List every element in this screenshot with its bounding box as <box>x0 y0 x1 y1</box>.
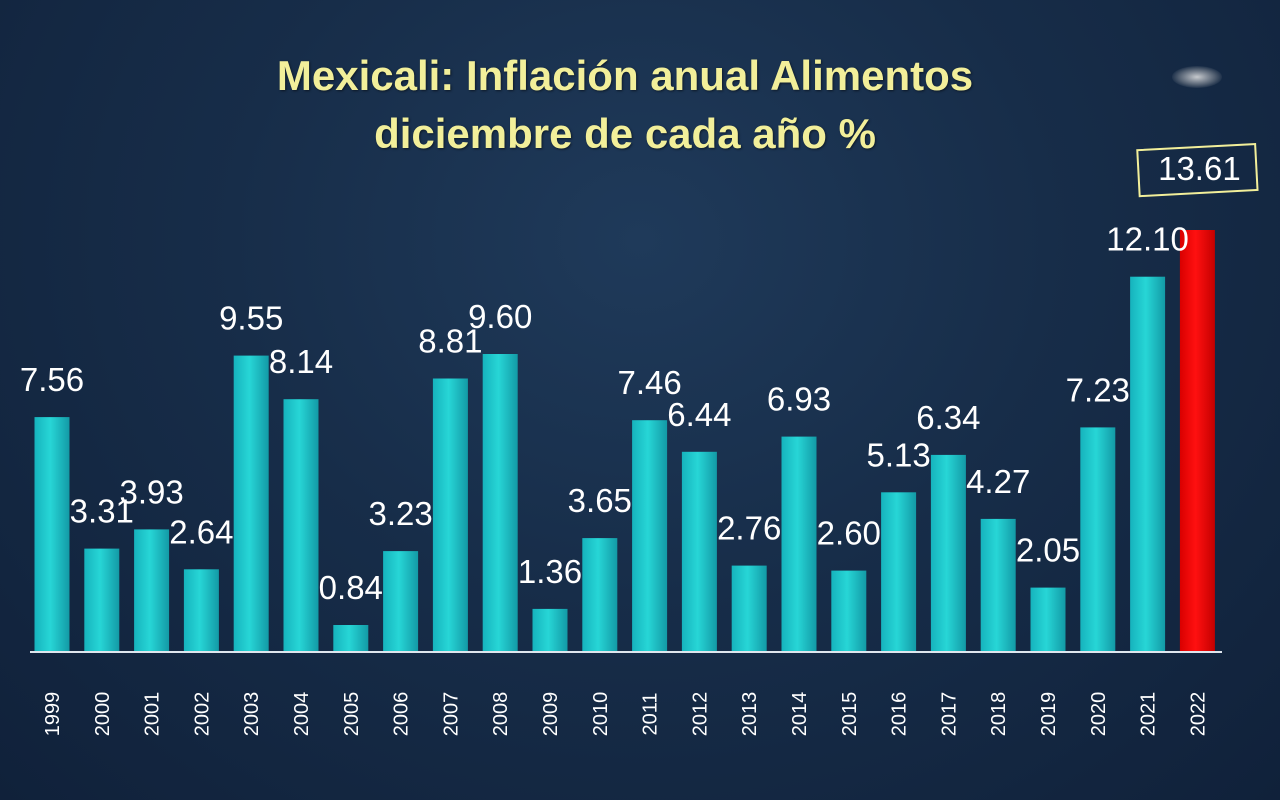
value-label-2004: 8.14 <box>269 343 333 380</box>
x-tick-label-2010: 2010 <box>590 692 612 737</box>
chart-title-line2: diciembre de cada año % <box>374 110 876 157</box>
value-label-2021: 12.10 <box>1106 221 1189 258</box>
bar-2017 <box>930 454 966 651</box>
highlight-label-box <box>1136 142 1259 198</box>
bar-2006 <box>383 551 419 651</box>
bar-2005 <box>333 625 369 651</box>
bar-2019 <box>1030 587 1066 651</box>
x-tick-label-2022: 2022 <box>1187 692 1209 737</box>
value-label-2018: 4.27 <box>966 463 1030 500</box>
bar-2022 <box>1179 230 1215 651</box>
x-tick-label-2011: 2011 <box>640 692 662 735</box>
chart-title-line1: Mexicali: Inflación anual Alimentos <box>276 52 974 99</box>
value-label-2003: 9.55 <box>219 300 283 337</box>
value-label-2005: 0.84 <box>319 569 383 606</box>
value-label-2001: 3.93 <box>119 473 183 510</box>
decorative-glow <box>1172 66 1222 88</box>
value-label-2016: 5.13 <box>866 436 930 473</box>
bar-2004 <box>283 399 319 651</box>
x-tick-label-2002: 2002 <box>191 692 213 737</box>
value-label-2002: 2.64 <box>169 513 233 550</box>
bar-2015 <box>831 570 867 651</box>
x-tick-label-2019: 2019 <box>1038 692 1060 737</box>
x-tick-label-2004: 2004 <box>291 692 313 737</box>
value-label-2013: 2.76 <box>717 510 781 547</box>
value-label-2009: 1.36 <box>518 553 582 590</box>
bar-2007 <box>432 378 468 651</box>
x-tick-label-2014: 2014 <box>789 692 811 737</box>
x-tick-label-2015: 2015 <box>839 692 861 737</box>
x-tick-label-2021: 2021 <box>1138 692 1160 737</box>
bar-1999 <box>34 417 70 651</box>
x-tick-label-2020: 2020 <box>1088 692 1110 737</box>
x-tick-labels-group: 1999 2000 2001 2002 2003 2004 2005 2006 2007 2008… <box>42 692 1209 737</box>
x-tick-label-2005: 2005 <box>341 692 363 737</box>
x-tick-label-2001: 2001 <box>142 692 164 737</box>
value-label-2014: 6.93 <box>767 381 831 418</box>
value-label-2007: 8.81 <box>418 322 482 359</box>
value-label-2020: 7.23 <box>1066 371 1130 408</box>
value-label-1999: 7.56 <box>20 361 84 398</box>
x-tick-label-2012: 2012 <box>689 692 711 737</box>
value-label-2019: 2.05 <box>1016 532 1080 569</box>
bars-group <box>34 230 1215 651</box>
bar-2014 <box>781 436 817 651</box>
value-label-2000: 3.31 <box>70 493 134 530</box>
bar-2018 <box>980 518 1016 651</box>
bar-2008 <box>482 354 518 651</box>
x-tick-label-1999: 1999 <box>42 692 64 737</box>
bar-2020 <box>1080 427 1116 651</box>
x-tick-label-2017: 2017 <box>938 692 960 737</box>
bar-2012 <box>681 451 717 651</box>
x-tick-label-2006: 2006 <box>391 692 413 737</box>
value-label-2022: 13.61 <box>1158 150 1241 187</box>
bar-2003 <box>233 355 269 651</box>
x-tick-label-2016: 2016 <box>889 692 911 737</box>
bar-2016 <box>881 492 917 651</box>
x-tick-label-2009: 2009 <box>540 692 562 737</box>
bar-2013 <box>731 565 767 651</box>
value-label-2011: 7.46 <box>617 364 681 401</box>
bar-2009 <box>532 608 568 651</box>
value-label-2006: 3.23 <box>368 495 432 532</box>
bar-2021 <box>1130 276 1166 651</box>
x-tick-label-2018: 2018 <box>988 692 1010 737</box>
value-label-2017: 6.34 <box>916 399 980 436</box>
bar-2000 <box>84 548 120 651</box>
value-label-2015: 2.60 <box>817 515 881 552</box>
bar-2010 <box>582 538 618 651</box>
bar-2001 <box>134 529 170 651</box>
value-labels-group: 7.56 3.313.932.64 9.55 8.14 0.84 3.23 8.819.60… <box>20 142 1259 606</box>
x-tick-label-2007: 2007 <box>440 692 462 737</box>
value-label-2012: 6.44 <box>667 396 731 433</box>
value-label-2010: 3.65 <box>568 482 632 519</box>
bar-2002 <box>183 569 219 651</box>
value-label-2008: 9.60 <box>468 298 532 335</box>
x-tick-label-2013: 2013 <box>739 692 761 737</box>
x-tick-label-2003: 2003 <box>241 692 263 737</box>
x-tick-label-2000: 2000 <box>92 692 114 737</box>
x-tick-label-2008: 2008 <box>490 692 512 737</box>
bar-2011 <box>632 420 668 651</box>
